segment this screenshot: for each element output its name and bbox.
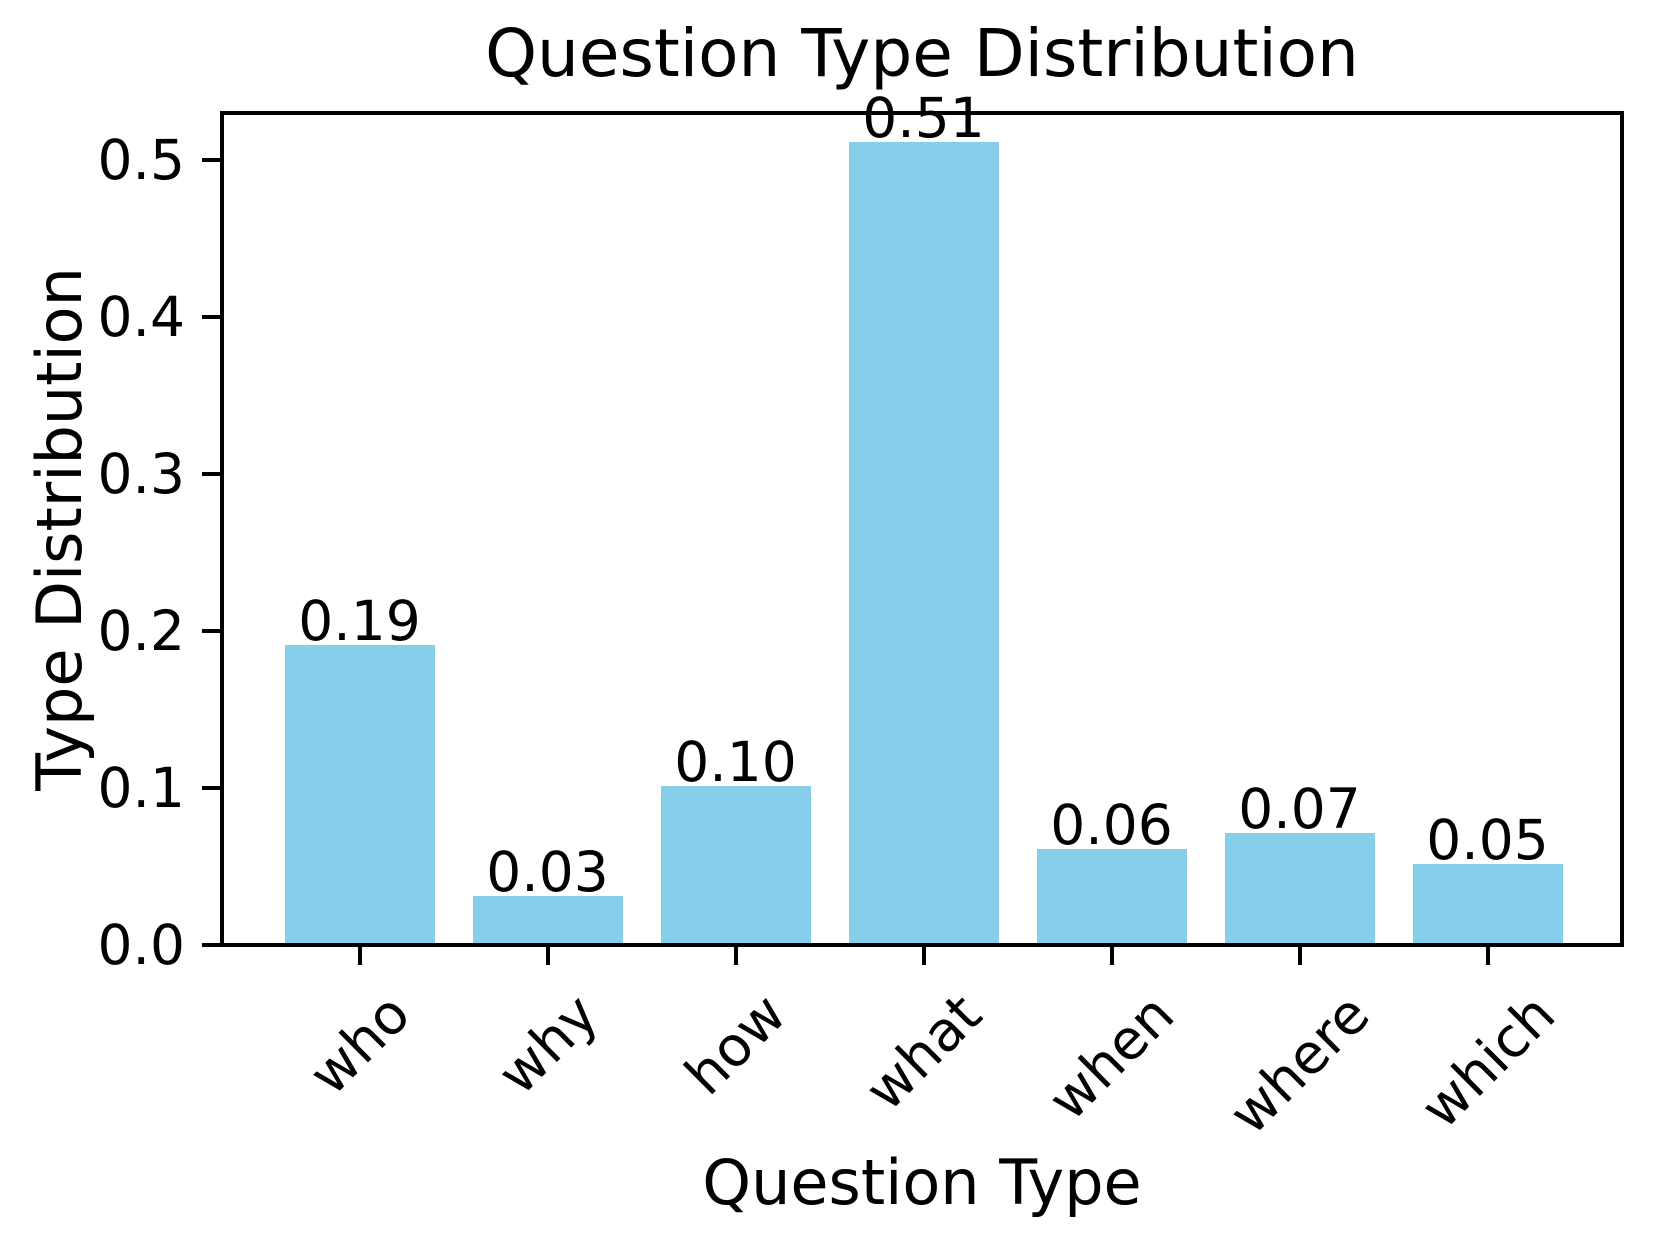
- y-tick: [202, 629, 220, 633]
- y-axis-label: Type Distribution: [23, 267, 97, 791]
- x-tick: [921, 947, 926, 965]
- x-tick: [1485, 947, 1490, 965]
- x-tick-label-how: how: [672, 981, 798, 1108]
- bar-value-label: 0.07: [1238, 777, 1361, 841]
- bar-value-label: 0.51: [862, 86, 985, 150]
- y-tick: [202, 472, 220, 476]
- x-tick: [357, 947, 362, 965]
- y-tick-label: 0.1: [97, 756, 185, 820]
- x-tick-label-when: when: [1035, 981, 1187, 1132]
- y-axis-label-box: Type Distribution: [0, 111, 120, 947]
- y-tick: [202, 943, 220, 947]
- y-tick: [202, 786, 220, 790]
- bar-when: [1036, 849, 1187, 943]
- bar-who: [284, 645, 435, 943]
- bar-value-label: 0.19: [298, 589, 421, 653]
- bar-value-label: 0.03: [486, 840, 609, 904]
- bar-how: [660, 786, 811, 943]
- x-tick: [733, 947, 738, 965]
- y-tick: [202, 158, 220, 162]
- bar-value-label: 0.06: [1050, 793, 1173, 857]
- y-tick-label: 0.3: [97, 442, 185, 506]
- y-tick-label: 0.5: [97, 128, 185, 192]
- x-tick-label-where: where: [1216, 981, 1382, 1147]
- x-tick-label-which: which: [1407, 981, 1567, 1140]
- bar-what: [848, 142, 999, 943]
- y-tick: [202, 315, 220, 319]
- bar-which: [1412, 864, 1563, 943]
- y-tick-label: 0.2: [97, 599, 185, 663]
- bar-value-label: 0.10: [674, 730, 797, 794]
- x-tick: [1109, 947, 1114, 965]
- x-axis-label: Question Type: [702, 1146, 1142, 1219]
- x-tick-label-why: why: [484, 981, 610, 1107]
- x-tick-label-what: what: [852, 981, 994, 1123]
- chart-title: Question Type Distribution: [485, 15, 1359, 92]
- x-tick: [1297, 947, 1302, 965]
- bar-value-label: 0.05: [1426, 808, 1549, 872]
- x-tick-label-who: who: [296, 981, 422, 1108]
- y-tick-label: 0.4: [97, 285, 185, 349]
- x-tick: [545, 947, 550, 965]
- y-tick-label: 0.0: [97, 913, 185, 977]
- bar-why: [472, 896, 623, 943]
- bar-where: [1224, 833, 1375, 943]
